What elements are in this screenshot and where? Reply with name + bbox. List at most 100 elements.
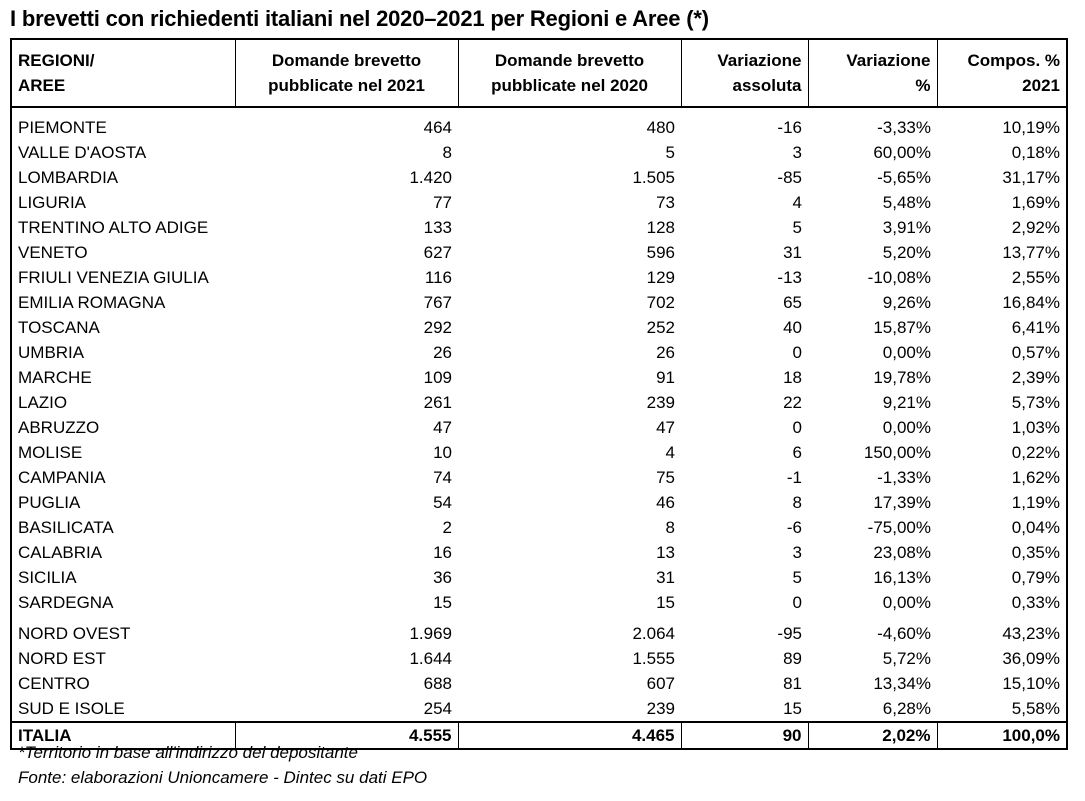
value-cell: 239 [646,699,675,718]
value-cell: -75,00% [867,518,931,537]
value-cell: -10,08% [867,268,931,287]
value-cell: 15,87% [873,318,931,337]
value-cell: 1,19% [937,490,1068,515]
value-cell: 607 [646,674,675,693]
value-cell: 1.969 [409,624,452,643]
row-label-cell: LOMBARDIA [10,165,235,190]
value-cell: 46 [656,493,675,512]
table-title: I brevetti con richiedenti italiani nel … [10,6,709,31]
territory-footnote: *Territorio in base all'indirizzo del de… [18,743,358,762]
value-cell: 0,00% [882,343,931,362]
value-cell: 150,00% [863,443,931,462]
value-cell: 31,17% [937,165,1068,190]
region-row: VENETO 627 596 31 5,20% 13,77% [10,240,1068,265]
value-cell: 77 [433,193,452,212]
value-cell: 464 [423,118,452,137]
value-cell: 13 [656,543,675,562]
value-cell: 74 [433,468,452,487]
region-row: LAZIO 261 239 22 9,21% 5,73% [10,390,1068,415]
value-cell: -3,33% [877,118,931,137]
row-label-cell: SUD E ISOLE [10,696,235,722]
area-row: SUD E ISOLE 254 239 15 6,28% 5,58% [10,696,1068,722]
value-cell: 109 [423,368,452,387]
value-cell: 47 [656,418,675,437]
value-cell: 15 [656,593,675,612]
region-row: SICILIA 36 31 5 16,13% 0,79% [10,565,1068,590]
value-cell: -16 [777,118,802,137]
value-cell: 5,48% [882,193,931,212]
header-line: pubblicate nel 2021 [268,76,425,95]
area-row: NORD OVEST 1.969 2.064 -95 -4,60% 43,23% [10,615,1068,646]
value-cell: 252 [646,318,675,337]
value-cell: 91 [656,368,675,387]
value-cell: 9,26% [882,293,931,312]
value-cell: 5,20% [882,243,931,262]
value-cell: 1.555 [632,649,675,668]
value-cell: 13,34% [873,674,931,693]
value-cell: 254 [423,699,452,718]
value-cell: -5,65% [877,168,931,187]
header-variazione-percentuale: Variazione % [807,38,938,108]
region-row: LOMBARDIA 1.420 1.505 -85 -5,65% 31,17% [10,165,1068,190]
value-cell: 81 [783,674,802,693]
value-cell: 15,10% [937,671,1068,696]
value-cell: 16,84% [937,290,1068,315]
value-cell: 0 [792,593,802,612]
row-label-cell: PIEMONTE [10,107,235,140]
region-row: PIEMONTE 464 480 -16 -3,33% 10,19% [10,107,1068,140]
value-cell: 47 [433,418,452,437]
row-label-cell: NORD EST [10,646,235,671]
value-cell: 10 [433,443,452,462]
header-line: 2021 [1022,76,1060,95]
region-row: CALABRIA 16 13 3 23,08% 0,35% [10,540,1068,565]
value-cell: 480 [646,118,675,137]
row-label-cell: CALABRIA [10,540,235,565]
header-domande-2020: Domande brevetto pubblicate nel 2020 [457,38,682,108]
value-cell: 15 [783,699,802,718]
value-cell: 36,09% [937,646,1068,671]
value-cell: 60,00% [873,143,931,162]
value-cell: -6 [786,518,802,537]
value-cell: 239 [646,393,675,412]
row-label-cell: ABRUZZO [10,415,235,440]
row-label-cell: PUGLIA [10,490,235,515]
value-cell: 31 [656,568,675,587]
value-cell: -95 [777,624,802,643]
value-cell: 1,62% [937,465,1068,490]
region-row: BASILICATA 2 8 -6 -75,00% 0,04% [10,515,1068,540]
row-label-cell: TRENTINO ALTO ADIGE [10,215,235,240]
value-cell: 116 [424,268,452,287]
value-cell: 1.505 [632,168,675,187]
header-line: Variazione [717,51,802,70]
value-cell: 6 [792,443,802,462]
value-cell: 89 [783,649,802,668]
value-cell: 2,39% [937,365,1068,390]
row-label-cell: UMBRIA [10,340,235,365]
value-cell: 0,18% [937,140,1068,165]
value-cell: 5,73% [937,390,1068,415]
region-row: LIGURIA 77 73 4 5,48% 1,69% [10,190,1068,215]
value-cell: 3,91% [882,218,931,237]
value-cell: 5 [792,568,802,587]
row-label-cell: SICILIA [10,565,235,590]
value-cell: 0 [792,418,802,437]
header-line: Compos. % [967,51,1060,70]
value-cell: 0,79% [937,565,1068,590]
value-cell: 4.555 [234,721,459,750]
value-cell: 2,92% [937,215,1068,240]
value-cell: 0,35% [937,540,1068,565]
patents-table: REGIONI/ AREE Domande brevetto pubblicat… [10,38,1068,750]
value-cell: 688 [423,674,452,693]
region-row: VALLE D'AOSTA 8 5 3 60,00% 0,18% [10,140,1068,165]
region-row: TOSCANA 292 252 40 15,87% 6,41% [10,315,1068,340]
value-cell: 54 [433,493,452,512]
row-label-cell: LAZIO [10,390,235,415]
value-cell: 1.644 [409,649,452,668]
row-label-cell: MOLISE [10,440,235,465]
value-cell: 65 [783,293,802,312]
row-label-cell: VENETO [10,240,235,265]
value-cell: 16,13% [873,568,931,587]
region-row: UMBRIA 26 26 0 0,00% 0,57% [10,340,1068,365]
value-cell: 292 [423,318,452,337]
header-line: REGIONI/ [18,51,95,70]
